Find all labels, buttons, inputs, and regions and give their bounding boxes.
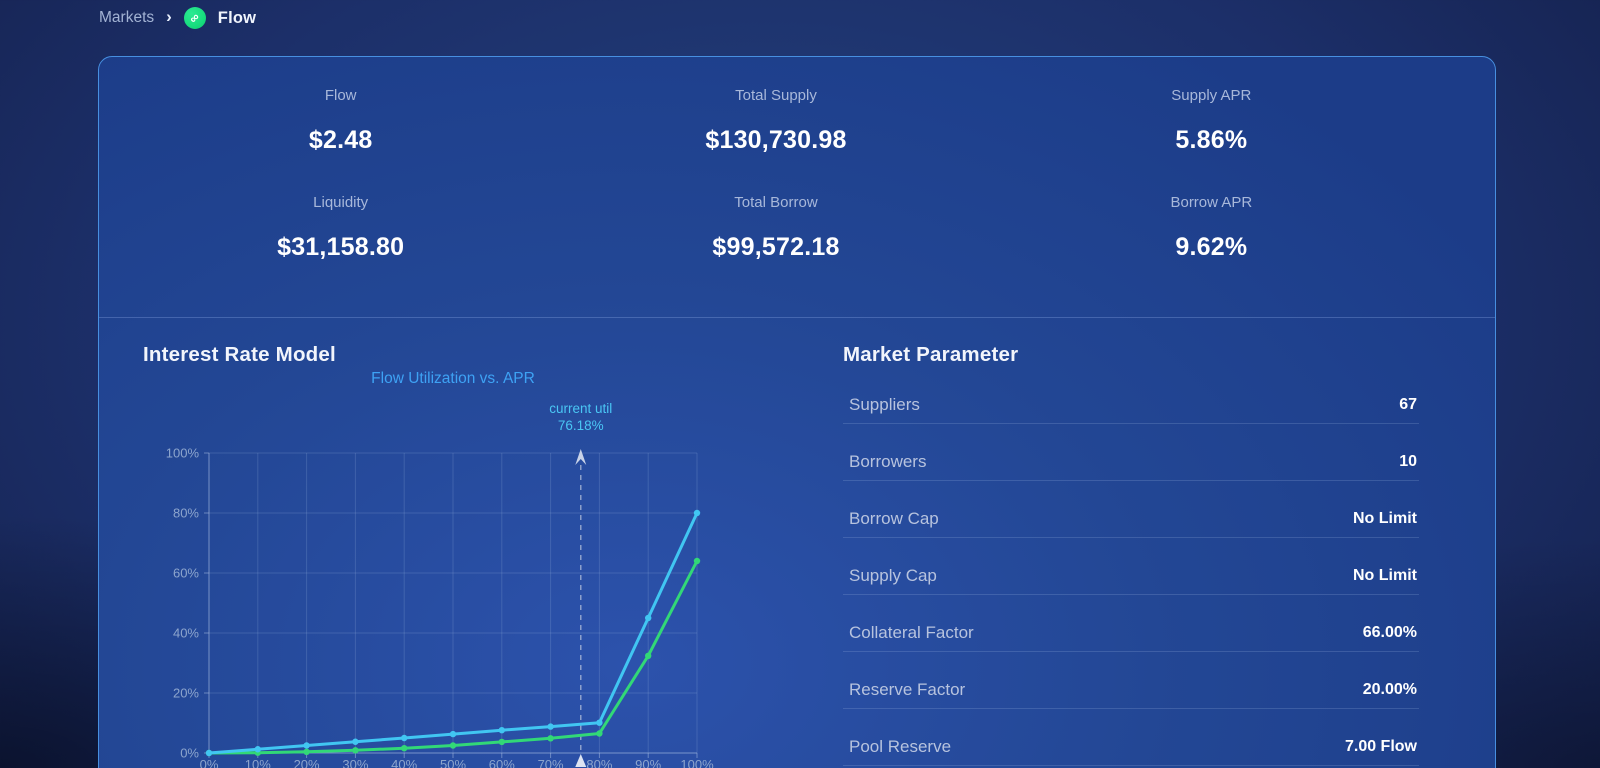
- stat-value: $31,158.80: [277, 233, 405, 261]
- series-point-borrow-apr: [693, 509, 701, 517]
- x-tick-label: 50%: [440, 757, 466, 768]
- stat-value: $99,572.18: [712, 233, 840, 261]
- param-value: 66.00%: [1362, 624, 1417, 641]
- stat-label: Total Supply: [735, 87, 817, 104]
- param-label: Borrow Cap: [849, 509, 939, 528]
- param-row-suppliers: Suppliers 67: [843, 367, 1419, 424]
- param-value: 20.00%: [1362, 681, 1417, 698]
- current-util-arrow-up-icon: [575, 449, 587, 465]
- series-point-supply-apr: [645, 652, 652, 659]
- breadcrumb-markets-link[interactable]: Markets: [99, 9, 155, 26]
- x-tick-label: 80%: [586, 757, 612, 768]
- param-value: No Limit: [1353, 567, 1417, 584]
- stat-label: Flow: [324, 87, 357, 104]
- y-tick-label: 100%: [166, 446, 200, 461]
- param-row-collateral-factor: Collateral Factor 66.00%: [843, 595, 1419, 652]
- param-row-supply-cap: Supply Cap No Limit: [843, 538, 1419, 595]
- series-point-borrow-apr: [205, 749, 213, 757]
- param-label: Suppliers: [849, 395, 920, 414]
- series-point-borrow-apr: [303, 742, 310, 749]
- stat-label: Supply APR: [1171, 87, 1252, 104]
- interest-rate-chart: 0% 20% 40% 60% 80% 100% 0% 10% 20% 30% 40% 50% 60% 70…: [166, 401, 714, 768]
- param-value: 67: [1399, 396, 1417, 413]
- param-value: No Limit: [1353, 510, 1417, 527]
- x-tick-label: 40%: [391, 757, 417, 768]
- stat-label: Total Borrow: [734, 194, 818, 211]
- series-point-borrow-apr: [449, 730, 457, 738]
- x-tick-label: 60%: [489, 757, 515, 768]
- series-point-borrow-apr: [401, 734, 408, 742]
- breadcrumb-current-page: Flow: [217, 8, 257, 27]
- series-point-borrow-apr: [352, 738, 359, 745]
- series-point-borrow-apr: [547, 723, 554, 730]
- stat-value: 9.62%: [1175, 233, 1248, 261]
- stat-total-borrow: Total Borrow $99,572.18: [558, 194, 993, 301]
- param-label: Supply Cap: [849, 566, 937, 585]
- current-util-axis-marker-icon: [575, 754, 587, 767]
- series-point-borrow-apr: [254, 746, 261, 753]
- stat-label: Borrow APR: [1170, 194, 1253, 211]
- series-point-borrow-apr: [498, 727, 505, 734]
- market-parameter-title: Market Parameter: [843, 343, 1019, 366]
- x-tick-label: 100%: [680, 757, 714, 768]
- stat-supply-apr: Supply APR 5.86%: [994, 87, 1429, 194]
- param-row-borrow-cap: Borrow Cap No Limit: [843, 481, 1419, 538]
- param-row-borrowers: Borrowers 10: [843, 424, 1419, 481]
- x-tick-label: 20%: [294, 757, 320, 768]
- chevron-right-icon: ›: [166, 7, 172, 26]
- param-label: Collateral Factor: [849, 623, 974, 642]
- series-point-supply-apr: [352, 747, 359, 754]
- stats-grid: Flow $2.48 Total Supply $130,730.98 Supply A…: [99, 57, 1495, 318]
- series-point-supply-apr: [303, 748, 310, 755]
- param-label: Reserve Factor: [849, 680, 966, 699]
- param-row-pool-reserve: Pool Reserve 7.00 Flow: [843, 709, 1419, 766]
- series-point-supply-apr: [693, 557, 701, 565]
- flow-token-icon: ∞: [183, 7, 206, 29]
- market-overview-card: Flow $2.48 Total Supply $130,730.98 Supply A…: [98, 56, 1496, 768]
- x-tick-label: 10%: [245, 757, 271, 768]
- x-tick-label: 0%: [200, 757, 219, 768]
- y-tick-label: 20%: [173, 686, 199, 701]
- breadcrumb: Markets › ∞ Flow: [99, 6, 256, 30]
- param-row-reserve-factor: Reserve Factor 20.00%: [843, 652, 1419, 709]
- stat-liquidity: Liquidity $31,158.80: [123, 194, 558, 301]
- y-tick-label: 0%: [180, 746, 199, 761]
- x-tick-label: 70%: [538, 757, 564, 768]
- y-tick-label: 80%: [173, 506, 199, 521]
- x-tick-label: 90%: [635, 757, 661, 768]
- x-tick-label: 30%: [342, 757, 368, 768]
- series-point-supply-apr: [596, 730, 603, 737]
- y-tick-label: 40%: [173, 626, 199, 641]
- series-point-supply-apr: [401, 745, 408, 752]
- interest-rate-model-title: Interest Rate Model: [143, 343, 336, 366]
- stat-flow: Flow $2.48: [123, 87, 558, 194]
- series-point-supply-apr: [498, 738, 505, 746]
- current-util-label: current util: [549, 401, 612, 416]
- stat-borrow-apr: Borrow APR 9.62%: [994, 194, 1429, 301]
- param-label: Pool Reserve: [849, 737, 952, 756]
- current-util-label: 76.18%: [558, 418, 604, 433]
- param-value: 10: [1399, 453, 1417, 470]
- series-point-borrow-apr: [645, 614, 652, 622]
- stat-value: $2.48: [308, 126, 373, 154]
- param-label: Borrowers: [849, 452, 927, 471]
- stat-total-supply: Total Supply $130,730.98: [558, 87, 993, 194]
- series-point-supply-apr: [547, 735, 554, 742]
- chart-subtitle: Flow Utilization vs. APR: [371, 370, 535, 387]
- stat-value: 5.86%: [1175, 126, 1248, 154]
- stat-label: Liquidity: [313, 194, 369, 211]
- param-value: 7.00 Flow: [1344, 738, 1417, 755]
- y-tick-label: 60%: [173, 566, 199, 581]
- stat-value: $130,730.98: [705, 126, 847, 154]
- series-point-borrow-apr: [596, 719, 603, 726]
- series-point-supply-apr: [449, 742, 457, 749]
- market-parameter-list: Suppliers 67 Borrowers 10 Borrow Cap No Limit…: [843, 367, 1419, 766]
